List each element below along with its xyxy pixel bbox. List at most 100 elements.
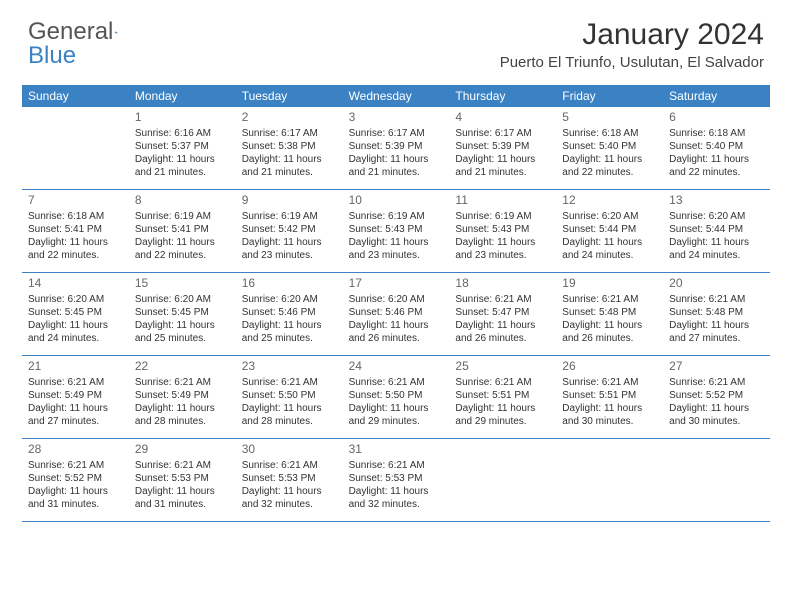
calendar-week-row: 1Sunrise: 6:16 AMSunset: 5:37 PMDaylight… xyxy=(22,107,770,190)
sunset-line: Sunset: 5:41 PM xyxy=(135,223,230,236)
sunset-line: Sunset: 5:50 PM xyxy=(349,389,444,402)
daylight-line: Daylight: 11 hours and 32 minutes. xyxy=(349,485,444,511)
day-number: 5 xyxy=(562,110,657,126)
weekday-header-cell: Wednesday xyxy=(343,85,450,107)
daylight-line: Daylight: 11 hours and 30 minutes. xyxy=(669,402,764,428)
sunset-line: Sunset: 5:46 PM xyxy=(242,306,337,319)
calendar-day-cell: 17Sunrise: 6:20 AMSunset: 5:46 PMDayligh… xyxy=(343,273,450,355)
day-number: 26 xyxy=(562,359,657,375)
day-number: 24 xyxy=(349,359,444,375)
calendar-day-cell: 9Sunrise: 6:19 AMSunset: 5:42 PMDaylight… xyxy=(236,190,343,272)
sunset-line: Sunset: 5:53 PM xyxy=(242,472,337,485)
daylight-line: Daylight: 11 hours and 21 minutes. xyxy=(135,153,230,179)
sunset-line: Sunset: 5:37 PM xyxy=(135,140,230,153)
daylight-line: Daylight: 11 hours and 22 minutes. xyxy=(562,153,657,179)
day-number: 1 xyxy=(135,110,230,126)
daylight-line: Daylight: 11 hours and 31 minutes. xyxy=(28,485,123,511)
day-number: 16 xyxy=(242,276,337,292)
calendar-week-row: 7Sunrise: 6:18 AMSunset: 5:41 PMDaylight… xyxy=(22,190,770,273)
sunset-line: Sunset: 5:51 PM xyxy=(562,389,657,402)
sunrise-line: Sunrise: 6:18 AM xyxy=(28,210,123,223)
day-number: 31 xyxy=(349,442,444,458)
sunrise-line: Sunrise: 6:17 AM xyxy=(455,127,550,140)
calendar-day-cell: 15Sunrise: 6:20 AMSunset: 5:45 PMDayligh… xyxy=(129,273,236,355)
sunset-line: Sunset: 5:53 PM xyxy=(135,472,230,485)
sunrise-line: Sunrise: 6:20 AM xyxy=(349,293,444,306)
day-number: 14 xyxy=(28,276,123,292)
day-number: 21 xyxy=(28,359,123,375)
calendar-day-cell: 24Sunrise: 6:21 AMSunset: 5:50 PMDayligh… xyxy=(343,356,450,438)
calendar-day-cell: 1Sunrise: 6:16 AMSunset: 5:37 PMDaylight… xyxy=(129,107,236,189)
calendar-day-cell: 25Sunrise: 6:21 AMSunset: 5:51 PMDayligh… xyxy=(449,356,556,438)
logo-triangle-icon xyxy=(115,24,118,40)
calendar-day-cell: 22Sunrise: 6:21 AMSunset: 5:49 PMDayligh… xyxy=(129,356,236,438)
weekday-header-cell: Saturday xyxy=(663,85,770,107)
calendar-week-row: 21 Sunrise: 6:21 AM Sunset: 5:49 PM Dayligh… xyxy=(22,356,770,439)
calendar-day-cell: 23Sunrise: 6:21 AMSunset: 5:50 PMDayligh… xyxy=(236,356,343,438)
sunrise-line: Sunrise: 6:17 AM xyxy=(242,127,337,140)
sunrise-line: Sunrise: 6:21 AM xyxy=(349,376,444,389)
calendar-day-cell: 18Sunrise: 6:21 AMSunset: 5:47 PMDayligh… xyxy=(449,273,556,355)
calendar-week-row: 14Sunrise: 6:20 AMSunset: 5:45 PMDayligh… xyxy=(22,273,770,356)
calendar-day-cell: 28Sunrise: 6:21 AMSunset: 5:52 PMDayligh… xyxy=(22,439,129,521)
calendar-day-cell: 2Sunrise: 6:17 AMSunset: 5:38 PMDaylight… xyxy=(236,107,343,189)
sunrise-line: Sunrise: 6:21 AM xyxy=(562,376,657,389)
day-number: 19 xyxy=(562,276,657,292)
calendar-day-cell: 11Sunrise: 6:19 AMSunset: 5:43 PMDayligh… xyxy=(449,190,556,272)
daylight-line: Daylight: 11 hours and 25 minutes. xyxy=(135,319,230,345)
day-number: 6 xyxy=(669,110,764,126)
calendar-grid: SundayMondayTuesdayWednesdayThursdayFrid… xyxy=(22,85,770,522)
calendar-day-cell: 4Sunrise: 6:17 AMSunset: 5:39 PMDaylight… xyxy=(449,107,556,189)
sunrise-line: Sunrise: 6:21 AM xyxy=(135,459,230,472)
location-subtitle: Puerto El Triunfo, Usulutan, El Salvador xyxy=(500,54,764,71)
day-number: 10 xyxy=(349,193,444,209)
calendar-day-cell: 3Sunrise: 6:17 AMSunset: 5:39 PMDaylight… xyxy=(343,107,450,189)
calendar-empty-cell xyxy=(22,107,129,189)
sunset-line: Sunset: 5:44 PM xyxy=(562,223,657,236)
day-number: 12 xyxy=(562,193,657,209)
day-number: 17 xyxy=(349,276,444,292)
sunrise-line: Sunrise: 6:20 AM xyxy=(242,293,337,306)
weekday-header-cell: Friday xyxy=(556,85,663,107)
day-number: 28 xyxy=(28,442,123,458)
sunset-line: Sunset: 5:39 PM xyxy=(455,140,550,153)
sunrise-line: Sunrise: 6:21 AM xyxy=(455,376,550,389)
sunrise-line: Sunrise: 6:16 AM xyxy=(135,127,230,140)
daylight-line: Daylight: 11 hours and 29 minutes. xyxy=(455,402,550,428)
daylight-line: Daylight: 11 hours and 26 minutes. xyxy=(455,319,550,345)
calendar-day-cell: 7Sunrise: 6:18 AMSunset: 5:41 PMDaylight… xyxy=(22,190,129,272)
calendar-empty-cell xyxy=(449,439,556,521)
logo-text-b: Blue xyxy=(28,42,76,70)
calendar-week-row: 28Sunrise: 6:21 AMSunset: 5:52 PMDayligh… xyxy=(22,439,770,522)
calendar-day-cell: 6Sunrise: 6:18 AMSunset: 5:40 PMDaylight… xyxy=(663,107,770,189)
daylight-line: Daylight: 11 hours and 28 minutes. xyxy=(242,402,337,428)
page-title: January 2024 xyxy=(500,18,764,52)
day-number: 9 xyxy=(242,193,337,209)
day-number: 29 xyxy=(135,442,230,458)
sunset-line: Sunset: 5:41 PM xyxy=(28,223,123,236)
sunset-line: Sunset: 5:45 PM xyxy=(28,306,123,319)
day-number: 13 xyxy=(669,193,764,209)
calendar-day-cell: 16Sunrise: 6:20 AMSunset: 5:46 PMDayligh… xyxy=(236,273,343,355)
sunset-line: Sunset: 5:44 PM xyxy=(669,223,764,236)
weekday-header-cell: Thursday xyxy=(449,85,556,107)
day-number: 27 xyxy=(669,359,764,375)
daylight-line: Daylight: 11 hours and 31 minutes. xyxy=(135,485,230,511)
sunrise-line: Sunrise: 6:20 AM xyxy=(669,210,764,223)
sunset-line: Sunset: 5:48 PM xyxy=(562,306,657,319)
sunset-line: Sunset: 5:38 PM xyxy=(242,140,337,153)
weekday-header-cell: Tuesday xyxy=(236,85,343,107)
sunset-line: Sunset: 5:42 PM xyxy=(242,223,337,236)
sunset-line: Sunset: 5:45 PM xyxy=(135,306,230,319)
sunset-line: Sunset: 5:46 PM xyxy=(349,306,444,319)
day-number: 15 xyxy=(135,276,230,292)
daylight-line: Daylight: 11 hours and 26 minutes. xyxy=(562,319,657,345)
sunset-line: Sunset: 5:49 PM xyxy=(135,389,230,402)
calendar-day-cell: 10Sunrise: 6:19 AMSunset: 5:43 PMDayligh… xyxy=(343,190,450,272)
day-number: 3 xyxy=(349,110,444,126)
daylight-line: Daylight: 11 hours and 22 minutes. xyxy=(28,236,123,262)
calendar-day-cell: 30Sunrise: 6:21 AMSunset: 5:53 PMDayligh… xyxy=(236,439,343,521)
sunset-line: Sunset: 5:52 PM xyxy=(28,472,123,485)
daylight-line: Daylight: 11 hours and 23 minutes. xyxy=(349,236,444,262)
daylight-line: Daylight: 11 hours and 23 minutes. xyxy=(242,236,337,262)
